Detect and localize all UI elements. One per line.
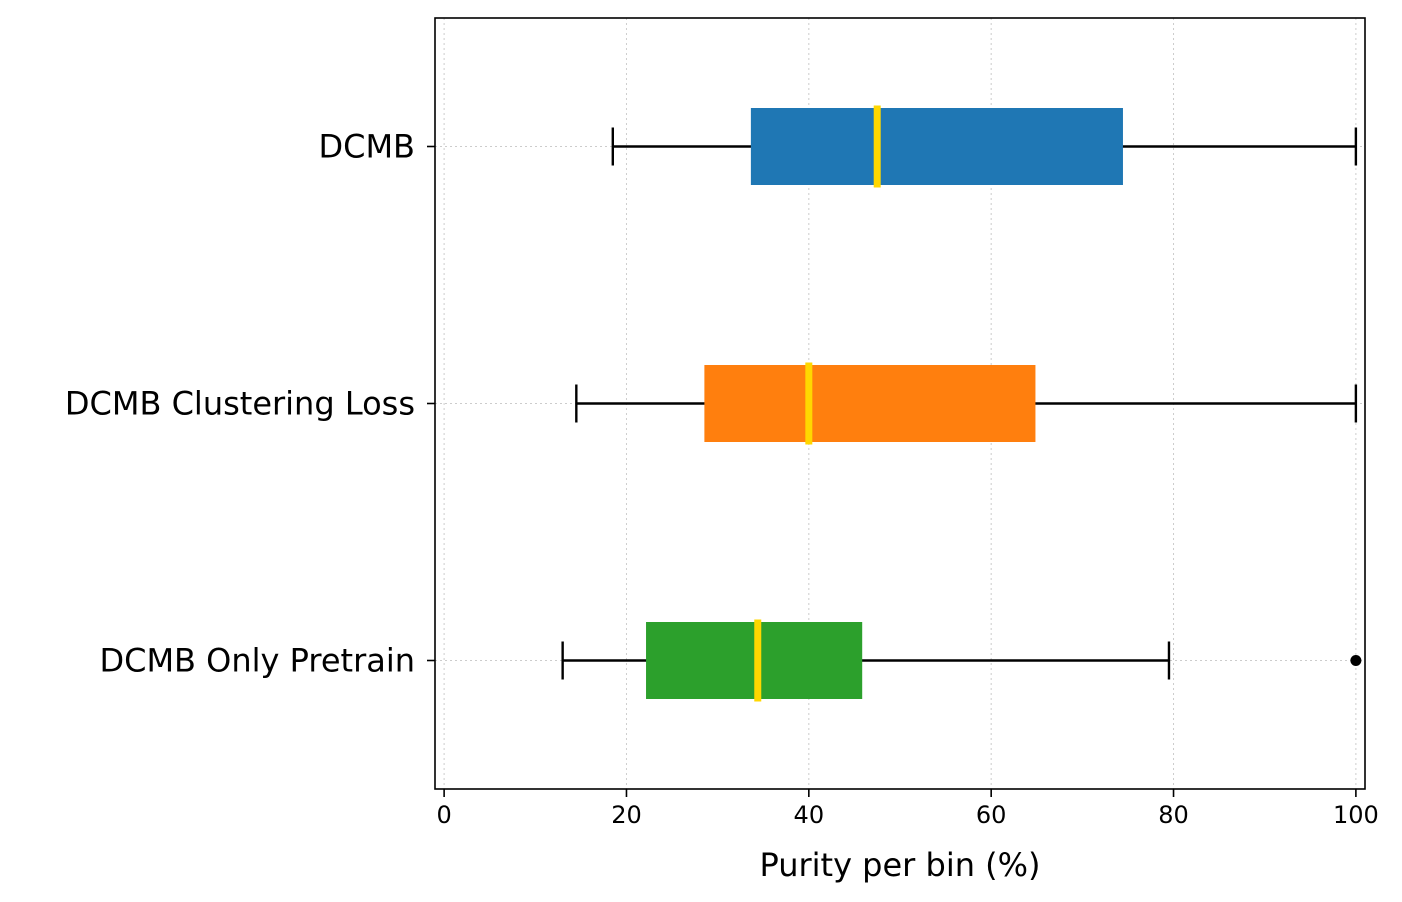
category-label: DCMB Clustering Loss: [65, 385, 415, 423]
category-label: DCMB: [318, 128, 415, 166]
x-tick-label: 100: [1333, 801, 1379, 829]
x-axis-title: Purity per bin (%): [759, 846, 1040, 884]
x-tick-label: 40: [794, 801, 825, 829]
x-tick-label: 0: [436, 801, 451, 829]
x-tick-label: 20: [611, 801, 642, 829]
series-2-outlier: [1350, 655, 1362, 666]
series-0-box: [750, 108, 1123, 185]
category-label: DCMB Only Pretrain: [99, 642, 415, 680]
axis-layer: 0 20 40 60 80 100 DCMB DCMB Clustering Loss DCMB…: [65, 128, 1379, 830]
series-2-box: [646, 622, 863, 699]
x-tick-label: 60: [976, 801, 1007, 829]
series-1-box: [704, 365, 1036, 442]
x-tick-label: 80: [1158, 801, 1189, 829]
box-layer: [561, 105, 1362, 702]
